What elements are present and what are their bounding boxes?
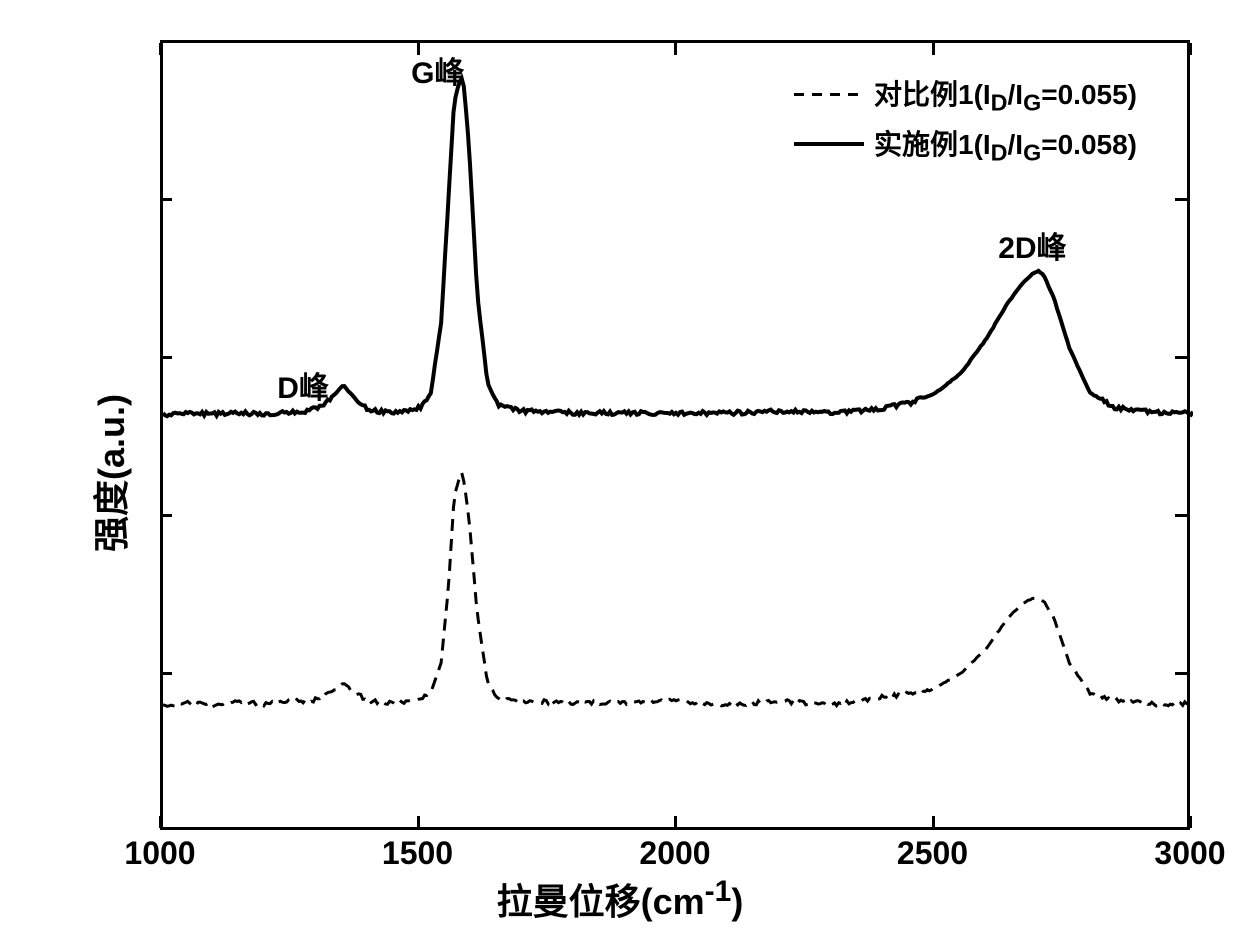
x-tick-mark [1189, 816, 1192, 828]
x-tick-label: 2000 [639, 835, 710, 872]
y-axis-label: 强度(a.u.) [83, 394, 135, 552]
legend-r2e: =0.058) [1041, 129, 1137, 160]
legend-r2a: (I [974, 129, 991, 160]
x-tick-label: 2500 [897, 835, 968, 872]
x-tick-mark [674, 816, 677, 828]
legend-row-dashed: 对比例1(ID/IG=0.055) [794, 73, 1137, 117]
legend-r1d: G [1023, 90, 1041, 116]
y-tick-mark-right [1175, 198, 1187, 201]
x-tick-mark-top [674, 43, 677, 55]
x-tick-mark [932, 816, 935, 828]
legend: 对比例1(ID/IG=0.055) 实施例1(ID/IG=0.058) [794, 73, 1137, 172]
legend-name-1: 对比例1 [874, 79, 974, 110]
x-axis-label: 拉曼位移(cm-1) [497, 873, 744, 925]
x-tick-label: 1500 [382, 835, 453, 872]
legend-line-dashed [794, 93, 864, 96]
legend-r2d: G [1023, 139, 1041, 165]
y-tick-mark [160, 514, 172, 517]
x-tick-label: 1000 [124, 835, 195, 872]
legend-r1b: D [991, 90, 1008, 116]
legend-r1c: /I [1008, 79, 1024, 110]
plot-area: D峰G峰2D峰 对比例1(ID/IG=0.055) 实施例1(ID/IG=0.0… [160, 40, 1190, 830]
y-tick-mark-right [1175, 356, 1187, 359]
y-tick-mark-right [1175, 672, 1187, 675]
legend-name-2: 实施例1 [874, 129, 974, 160]
peak-label: D峰 [277, 363, 329, 407]
spectrum-dashed [163, 473, 1193, 707]
legend-r1a: (I [974, 79, 991, 110]
legend-text-2: 实施例1(ID/IG=0.058) [874, 123, 1137, 167]
legend-text-1: 对比例1(ID/IG=0.055) [874, 73, 1137, 117]
x-tick-mark-top [932, 43, 935, 55]
peak-label: 2D峰 [998, 223, 1066, 267]
legend-r2c: /I [1008, 129, 1024, 160]
legend-r1e: =0.055) [1041, 79, 1137, 110]
x-label-pre: 拉曼位移(cm [497, 881, 705, 922]
legend-row-solid: 实施例1(ID/IG=0.058) [794, 123, 1137, 167]
y-tick-mark-right [1175, 514, 1187, 517]
x-tick-mark [417, 816, 420, 828]
x-label-sup: -1 [705, 875, 732, 908]
x-tick-label: 3000 [1154, 835, 1225, 872]
legend-r2b: D [991, 139, 1008, 165]
y-tick-mark [160, 198, 172, 201]
y-tick-mark [160, 672, 172, 675]
x-tick-mark-top [417, 43, 420, 55]
legend-line-solid [794, 142, 864, 146]
x-tick-mark-top [159, 43, 162, 55]
raman-chart: 强度(a.u.) 拉曼位移(cm-1) D峰G峰2D峰 对比例1(ID/IG=0… [20, 20, 1220, 925]
x-tick-mark [159, 816, 162, 828]
x-tick-mark-top [1189, 43, 1192, 55]
y-tick-mark [160, 356, 172, 359]
x-label-post: ) [731, 881, 743, 922]
